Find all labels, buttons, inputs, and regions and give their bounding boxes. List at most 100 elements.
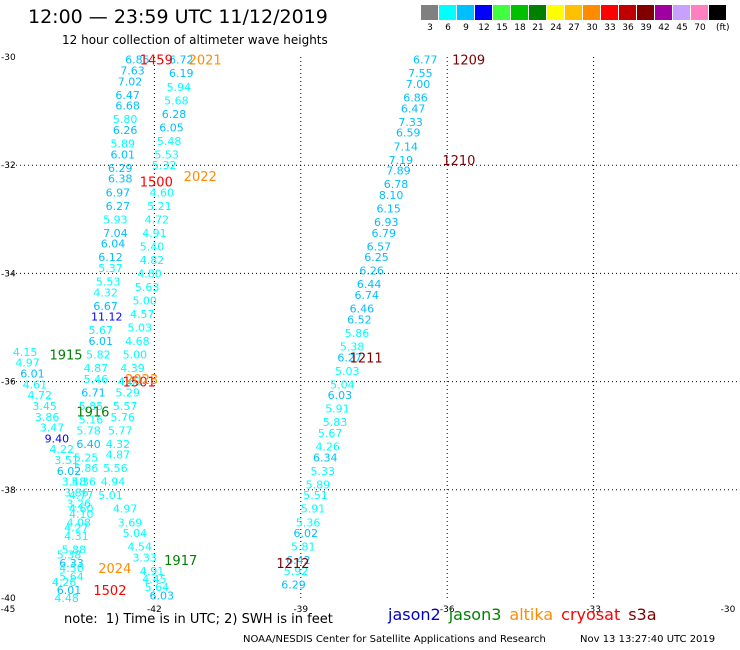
satellite-jason2: jason2 [388,605,441,624]
pass-time-label: 1500 [140,175,173,190]
wave-height-value: 6.25 [364,251,389,264]
wave-height-value: 4.60 [150,186,175,199]
wave-height-value: 5.86 [345,327,370,340]
wave-height-value: 9.40 [45,432,70,445]
wave-height-value: 5.91 [301,503,326,516]
lat-tick-label: -40 [1,594,16,604]
wave-height-value: 5.88 [62,543,87,556]
wave-height-value: 5.94 [167,81,192,94]
scale-label: 6 [445,23,451,33]
wave-height-value: 5.40 [140,240,165,253]
wave-height-value: 6.40 [76,438,101,451]
scale-label: 30 [586,23,598,33]
wave-height-value: 4.26 [52,576,77,589]
wave-height-value: 4.48 [54,592,79,605]
lat-tick-label: -36 [1,378,16,388]
wave-height-value: 5.03 [335,365,360,378]
wave-height-value: 7.63 [120,65,144,78]
wave-height-value: 6.29 [108,162,133,175]
wave-height-value: 6.34 [313,451,338,464]
wave-height-value: 4.80 [137,267,162,280]
lat-tick-label: -34 [1,269,16,279]
credit-line: NOAA/NESDIS Center for Satellite Applica… [243,634,546,645]
scale-label: 3 [427,23,433,33]
wave-height-value: 6.74 [354,289,379,302]
scale-swatch [637,5,654,20]
wave-height-value: 3.86 [64,487,89,500]
wave-height-value: 6.15 [376,202,401,215]
wave-height-value: 5.82 [86,349,111,362]
scale-label: 42 [658,23,670,33]
wave-height-value: 5.36 [71,476,96,489]
wave-height-value: 8.10 [379,189,404,202]
wave-height-value: 6.26 [359,265,384,278]
wave-height-value: 5.16 [79,413,104,426]
wave-height-value: 4.68 [125,335,149,348]
wave-height-value: 5.36 [296,516,321,529]
wave-height-value: 6.52 [347,313,372,326]
wave-height-value: 5.29 [115,386,140,399]
pass-time-label: 2023 [125,373,158,388]
wave-height-value: 6.86 [403,92,428,105]
wave-height-value: 5.32 [152,159,177,172]
scale-label: 12 [478,23,490,33]
wave-height-value: 6.27 [106,200,131,213]
wave-height-value: 6.93 [374,216,399,229]
scale-label: 33 [604,23,616,33]
pass-time-label: 1210 [442,154,475,169]
wave-height-value: 5.64 [59,570,84,583]
wave-height-value: 7.00 [406,78,431,91]
wave-height-value: 5.38 [340,340,365,353]
wave-height-value: 6.01 [110,148,135,161]
wave-height-value: 5.83 [323,416,348,429]
wave-height-value: 6.03 [328,389,353,402]
wave-height-value: 4.08 [67,516,92,529]
wave-height-value: 6.44 [357,278,382,291]
satellite-altika: altika [509,605,554,624]
scale-label: 70 [694,23,706,33]
wave-height-value: 3.69 [118,516,143,529]
wave-height-value: 5.25 [74,451,99,464]
wave-height-value: 5.78 [76,424,101,437]
wave-height-value: 5.53 [96,276,121,289]
scale-swatch [709,5,726,20]
wave-height-value: 4.27 [64,522,89,535]
wave-height-value: 4.32 [106,438,131,451]
wave-height-value: 6.04 [101,238,126,251]
wave-height-value: 6.05 [159,121,184,134]
pass-time-label: 2024 [98,562,131,577]
wave-height-value: 7.19 [389,154,414,167]
wave-height-value: 6.29 [281,578,306,591]
wave-height-value: 3.47 [40,422,65,435]
lon-tick-label: -45 [1,605,16,615]
wave-height-value: 4.97 [113,503,138,516]
wave-height-value: 6.97 [106,186,131,199]
wave-height-value: 6.33 [59,557,84,570]
wave-height-value: 4.45 [142,573,167,586]
pass-time-label: 1209 [452,54,485,69]
wave-height-value: 6.47 [115,89,140,102]
wave-height-value: 4.22 [49,443,73,456]
wave-height-value: 6.28 [162,108,187,121]
pass-time-label: 2021 [189,54,222,69]
scale-label: 9 [463,23,469,33]
wave-height-value: 5.53 [154,148,179,161]
wave-height-value: 6.77 [413,54,438,67]
lon-tick-label: -36 [440,605,455,615]
wave-height-value: 6.57 [367,240,392,253]
wave-height-value: 6.03 [150,589,175,602]
wave-height-value: 5.67 [318,427,343,440]
wave-height-value: 6.42 [286,554,311,567]
wave-height-value: 4.54 [128,541,153,554]
pass-time-label: 1502 [93,584,126,599]
scale-swatch [673,5,690,20]
wave-height-value: 5.46 [84,373,109,386]
scale-swatch [493,5,510,20]
satellite-jason3: jason3 [448,605,502,624]
wave-height-value: 5.92 [284,565,309,578]
wave-height-value: 6.19 [169,67,194,80]
pass-time-label: 1501 [123,376,156,391]
scale-label: 36 [622,23,634,33]
scale-swatch [457,5,474,20]
